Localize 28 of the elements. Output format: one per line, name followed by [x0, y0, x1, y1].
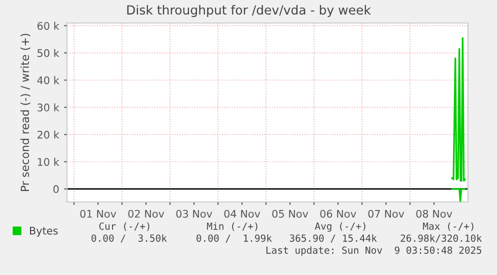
x-tick-label: 06 Nov: [320, 210, 356, 218]
x-tick-label: 01 Nov: [80, 210, 116, 218]
legend-label: Bytes: [30, 226, 58, 237]
x-tick-label: 08 Nov: [416, 210, 452, 218]
y-tick-label: 60 k: [37, 22, 60, 30]
text: Min (-/+): [207, 222, 258, 231]
x-tick-label: 07 Nov: [368, 210, 404, 218]
y-tick-label: 20 k: [38, 130, 60, 139]
text: Last update: Sun Nov 9 03:50:48 2025: [266, 246, 482, 256]
y-tick-label: 40 k: [37, 76, 60, 84]
x-tick-label: 04 Nov: [224, 210, 260, 218]
y-axis-title: Pr second read (-) / write (+): [20, 34, 30, 192]
x-tick-label: 02 Nov: [128, 210, 164, 218]
text: Max (-/+): [423, 222, 474, 231]
text: 0.00 / 3.50k: [92, 234, 167, 243]
x-tick-label: 03 Nov: [176, 210, 212, 218]
text: 365.90 / 15.44k: [290, 234, 377, 243]
text: 26.98k/320.10k: [400, 234, 482, 243]
text: 0.00 / 1.99k: [196, 234, 272, 243]
text: Avg (-/+): [314, 222, 366, 232]
line-series: [451, 37, 466, 182]
y-tick-label: 10 k: [38, 158, 60, 166]
y-tick-label: 50 k: [38, 48, 60, 58]
chart-title: Disk throughput for /dev/vda - by week: [127, 4, 371, 18]
y-tick-label: 30 k: [38, 103, 60, 112]
y-tick-label: 0: [53, 185, 59, 194]
text: Cur (-/+): [99, 222, 150, 231]
x-tick-label: 05 Nov: [272, 210, 308, 218]
